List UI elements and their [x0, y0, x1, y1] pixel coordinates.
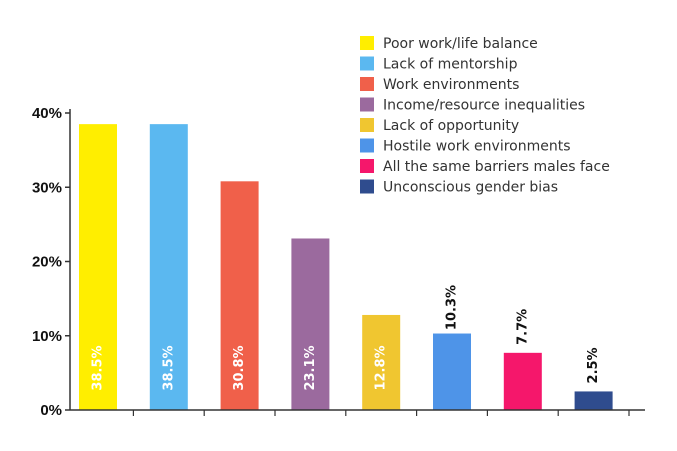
legend-label: Unconscious gender bias: [383, 180, 558, 196]
legend-swatch: [360, 56, 374, 71]
y-tick-label: 20%: [32, 254, 62, 271]
y-axis: 0% 10% 20% 30% 40%: [32, 105, 71, 419]
bars: 38.5% 38.5% 30.8% 23.1% 12.8% 10.3% 7.7% 2.5%: [79, 124, 613, 410]
bar-value-label: 7.7%: [515, 309, 530, 345]
legend-swatch: [360, 97, 374, 112]
bar: [362, 314, 401, 410]
bar: [220, 181, 259, 410]
legend-swatch: [360, 77, 374, 91]
bar: [149, 124, 188, 410]
legend-label: Lack of mentorship: [383, 57, 518, 73]
legend-swatch: [360, 36, 374, 50]
bar-value-label: 38.5%: [91, 345, 106, 390]
legend: Poor work/life balance Lack of mentorship…: [360, 36, 610, 196]
bar: [433, 333, 471, 410]
legend-label: Hostile work environments: [383, 139, 571, 155]
y-tick-label: 10%: [32, 328, 62, 345]
bar: [291, 238, 330, 410]
legend-label: Work environments: [383, 77, 519, 93]
bar-value-label: 38.5%: [161, 345, 176, 390]
bar-value-label: 30.8%: [232, 345, 247, 390]
bar-value-label: 2.5%: [586, 347, 601, 383]
y-tick-label: 0%: [40, 402, 62, 419]
legend-swatch: [360, 118, 374, 132]
legend-swatch: [360, 179, 374, 194]
y-tick-label: 40%: [32, 105, 62, 122]
legend-label: Income/resource inequalities: [383, 98, 585, 114]
bar-value-label: 12.8%: [374, 345, 389, 390]
legend-swatch: [360, 138, 374, 153]
bar: [79, 124, 117, 410]
bar-value-label: 23.1%: [303, 345, 318, 390]
bar: [503, 352, 542, 410]
legend-swatch: [360, 159, 374, 173]
legend-label: Poor work/life balance: [383, 36, 538, 52]
legend-label: Lack of opportunity: [383, 118, 519, 134]
bar: [574, 391, 613, 410]
legend-label: All the same barriers males face: [383, 159, 610, 175]
x-axis: [70, 409, 645, 416]
bar-value-label: 10.3%: [445, 285, 460, 330]
y-tick-label: 30%: [32, 179, 62, 196]
